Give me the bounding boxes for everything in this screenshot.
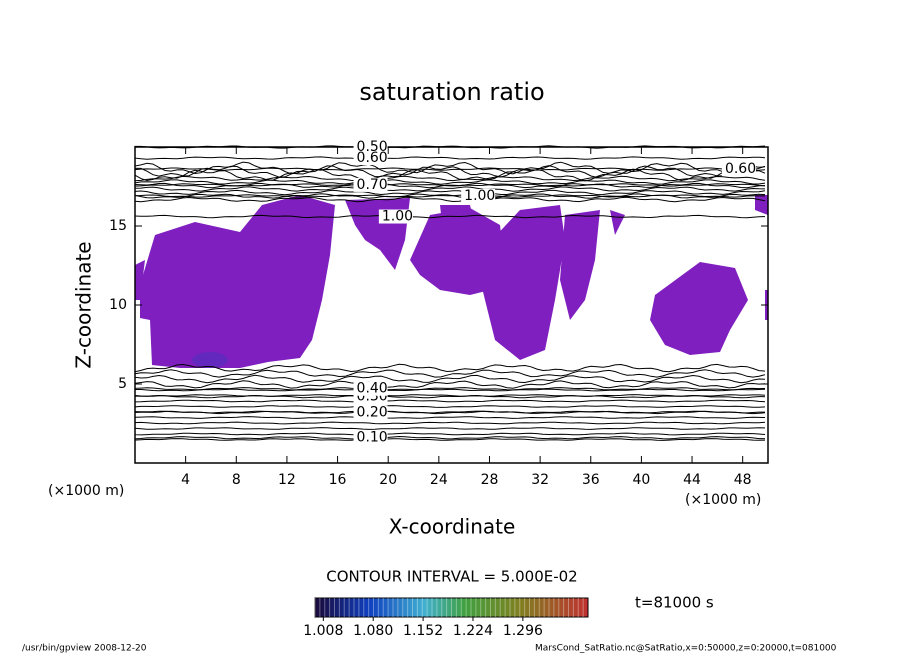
- filled-region: [475, 205, 565, 360]
- x-tick-label: 48: [734, 472, 752, 488]
- label-bg: [353, 151, 388, 166]
- contour-line: [134, 183, 766, 187]
- contour-label: 0.60: [725, 161, 756, 177]
- contour-label: 0.60: [357, 150, 388, 166]
- label-bg: [353, 430, 388, 445]
- filled-region: [135, 260, 145, 300]
- high-region: [192, 352, 228, 368]
- x-tick-label: 16: [329, 472, 347, 488]
- contour-line: [134, 214, 766, 219]
- y-tick-label: 15: [109, 218, 127, 234]
- contour-line: [134, 194, 765, 198]
- colorbar-tick-label: 1.224: [453, 623, 493, 639]
- contour-label: 0.10: [357, 430, 388, 446]
- contour-line: [134, 156, 766, 160]
- label-bg: [721, 162, 756, 177]
- label-bg: [461, 188, 496, 203]
- x-unit: (×1000 m): [48, 483, 124, 499]
- filled-region: [440, 205, 480, 260]
- colorbar: [314, 597, 589, 618]
- label-bg: [353, 405, 388, 420]
- colorbar-tick-label: 1.008: [303, 623, 343, 639]
- footer-right: MarsCond_SatRatio.nc@SatRatio,x=0:50000,…: [535, 644, 837, 654]
- label-bg: [353, 381, 388, 396]
- contour-line: [134, 410, 766, 415]
- x-tick-label: 32: [531, 472, 549, 488]
- contour-line: [134, 167, 766, 171]
- x-tick-label: 12: [278, 472, 296, 488]
- x-tick-label: 8: [232, 472, 241, 488]
- label-bg: [353, 177, 388, 192]
- x-tick-label: 28: [481, 472, 499, 488]
- chart-title: saturation ratio: [359, 78, 544, 106]
- x-tick-label: 4: [181, 472, 190, 488]
- filled-region: [140, 195, 335, 368]
- contour-label: 0.20: [357, 404, 388, 420]
- time-label: t=81000 s: [635, 594, 714, 612]
- footer-left: /usr/bin/gpview 2008-12-20: [22, 644, 147, 654]
- x-axis-label: X-coordinate: [389, 515, 516, 539]
- contour-label: 1.00: [382, 209, 413, 225]
- contour-lines: [134, 161, 766, 441]
- label-bg: [378, 209, 413, 224]
- contour-label: 0.70: [357, 177, 388, 193]
- x-unit: (×1000 m): [685, 492, 761, 508]
- colorbar-tick-label: 1.152: [403, 623, 443, 639]
- x-tick-label: 40: [632, 472, 650, 488]
- y-tick-label: 10: [109, 297, 127, 313]
- filled-regions: [135, 195, 768, 368]
- filled-region: [755, 195, 768, 215]
- contour-label: 0.50: [357, 139, 388, 155]
- x-tick-label: 44: [683, 472, 701, 488]
- contour-line: [134, 435, 766, 440]
- filled-region: [560, 210, 600, 320]
- contour-label: 0.40: [357, 381, 388, 397]
- x-tick-label: 36: [582, 472, 600, 488]
- filled-region: [650, 262, 748, 355]
- colorbar-tick-label: 1.080: [353, 623, 393, 639]
- contour-line: [134, 394, 766, 399]
- y-tick-label: 5: [118, 376, 127, 392]
- contour-interval: CONTOUR INTERVAL = 5.000E-02: [326, 568, 577, 586]
- plot-area: [134, 161, 768, 441]
- filled-region: [610, 210, 625, 235]
- y-axis-label: Z-coordinate: [72, 241, 96, 368]
- colorbar-tick-label: 1.296: [503, 623, 543, 639]
- contour-line: [134, 387, 766, 391]
- contour-line: [134, 145, 766, 149]
- label-bg: [353, 140, 388, 154]
- contour-label: 1.00: [464, 188, 495, 204]
- x-tick-label: 20: [379, 472, 397, 488]
- x-tick-label: 24: [430, 472, 448, 488]
